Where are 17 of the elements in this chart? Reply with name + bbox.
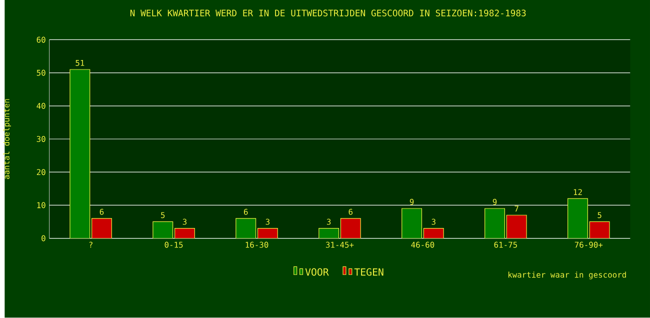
legend-label: TEGEN <box>354 268 384 276</box>
bar <box>92 218 112 238</box>
bar <box>174 228 195 238</box>
bar <box>568 198 588 238</box>
bar <box>484 208 505 238</box>
bar <box>318 228 339 238</box>
bar <box>424 228 444 238</box>
legend-label: VOOR <box>305 268 329 276</box>
bar <box>236 218 256 238</box>
bar <box>258 228 278 238</box>
bar <box>402 208 422 238</box>
chart-title: N WELK KWARTIER WERD ER IN DE UITWEDSTRIJDEN GESCOORD IN SEIZOEN:1982-1983 <box>130 10 526 17</box>
bar <box>340 218 361 238</box>
bar <box>589 222 610 238</box>
bar <box>152 222 174 238</box>
bar <box>70 69 90 238</box>
bar <box>506 214 527 238</box>
